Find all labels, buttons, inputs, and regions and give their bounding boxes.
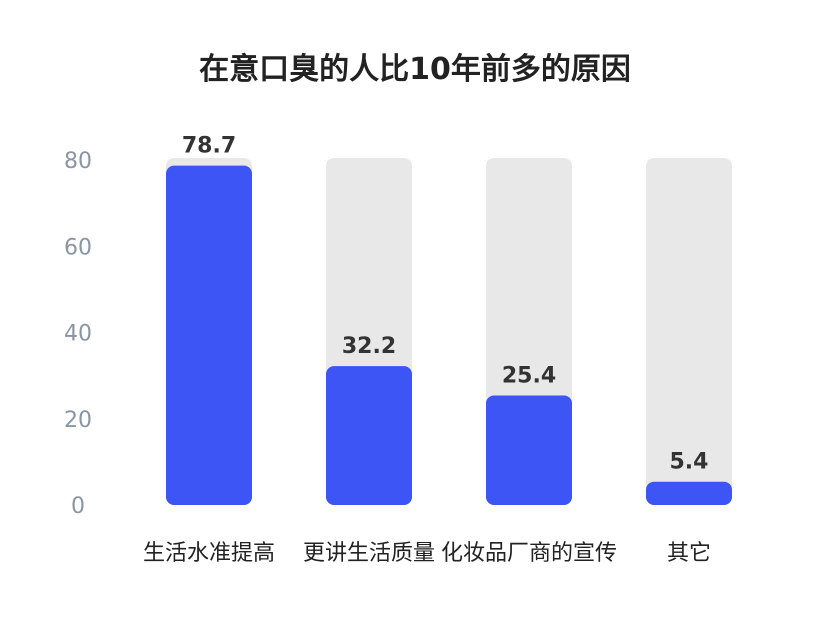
bar-track — [646, 158, 732, 505]
y-tick-label: 80 — [64, 149, 92, 174]
data-label: 78.7 — [182, 134, 236, 159]
bar — [486, 395, 572, 505]
bar — [326, 366, 412, 505]
category-label: 生活水准提高 — [143, 541, 275, 566]
data-label: 25.4 — [502, 363, 556, 388]
y-tick-label: 20 — [64, 408, 92, 433]
data-label: 32.2 — [342, 334, 396, 359]
category-label: 其它 — [667, 541, 711, 566]
y-tick-label: 0 — [71, 494, 85, 519]
chart-title: 在意口臭的人比10年前多的原因 — [199, 52, 631, 87]
data-label: 5.4 — [670, 450, 709, 475]
bar — [166, 165, 252, 505]
category-label: 化妆品厂商的宣传 — [441, 541, 617, 566]
bar — [646, 481, 732, 505]
category-label: 更讲生活质量 — [303, 541, 435, 566]
y-tick-label: 40 — [64, 322, 92, 347]
y-tick-label: 60 — [64, 235, 92, 260]
